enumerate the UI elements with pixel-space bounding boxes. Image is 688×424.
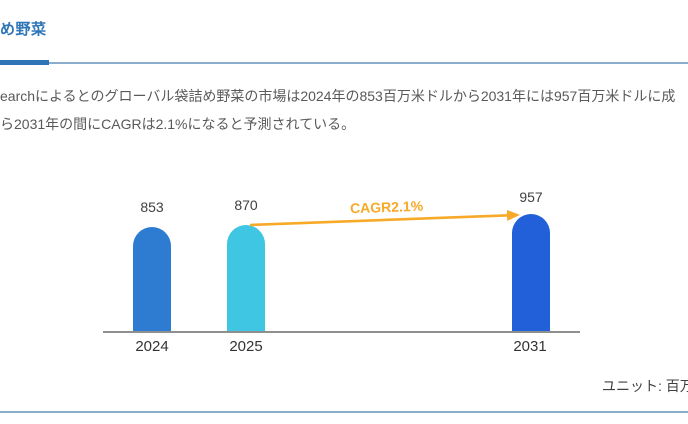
x-axis-line xyxy=(103,331,580,333)
description-line-2: ら2031年の間にCAGRは2.1%になると予測されている。 xyxy=(0,116,356,132)
bar-value-label-2025: 870 xyxy=(234,197,258,213)
cagr-annotation: CAGR2.1% xyxy=(349,197,424,217)
x-tick-2025: 2025 xyxy=(229,338,263,355)
market-description: earchによるとのグローバル袋詰め野菜の市場は2024年の853百万米ドルから… xyxy=(0,82,688,138)
bar-value-label-2024: 853 xyxy=(140,199,164,215)
section-bottom-divider xyxy=(0,411,688,413)
bar-2025 xyxy=(227,225,265,332)
unit-label: ユニット: 百万 xyxy=(602,378,688,394)
page-title: め野菜 xyxy=(0,21,47,38)
x-tick-2031: 2031 xyxy=(513,338,547,355)
x-tick-2024: 2024 xyxy=(135,338,169,355)
title-rule-thin xyxy=(0,62,688,64)
bar-2031 xyxy=(512,214,550,332)
bar-2024 xyxy=(133,227,171,332)
description-line-1: earchによるとのグローバル袋詰め野菜の市場は2024年の853百万米ドルから… xyxy=(0,88,676,104)
bar-value-label-2031: 957 xyxy=(519,189,543,205)
title-rule-thick xyxy=(0,60,49,65)
